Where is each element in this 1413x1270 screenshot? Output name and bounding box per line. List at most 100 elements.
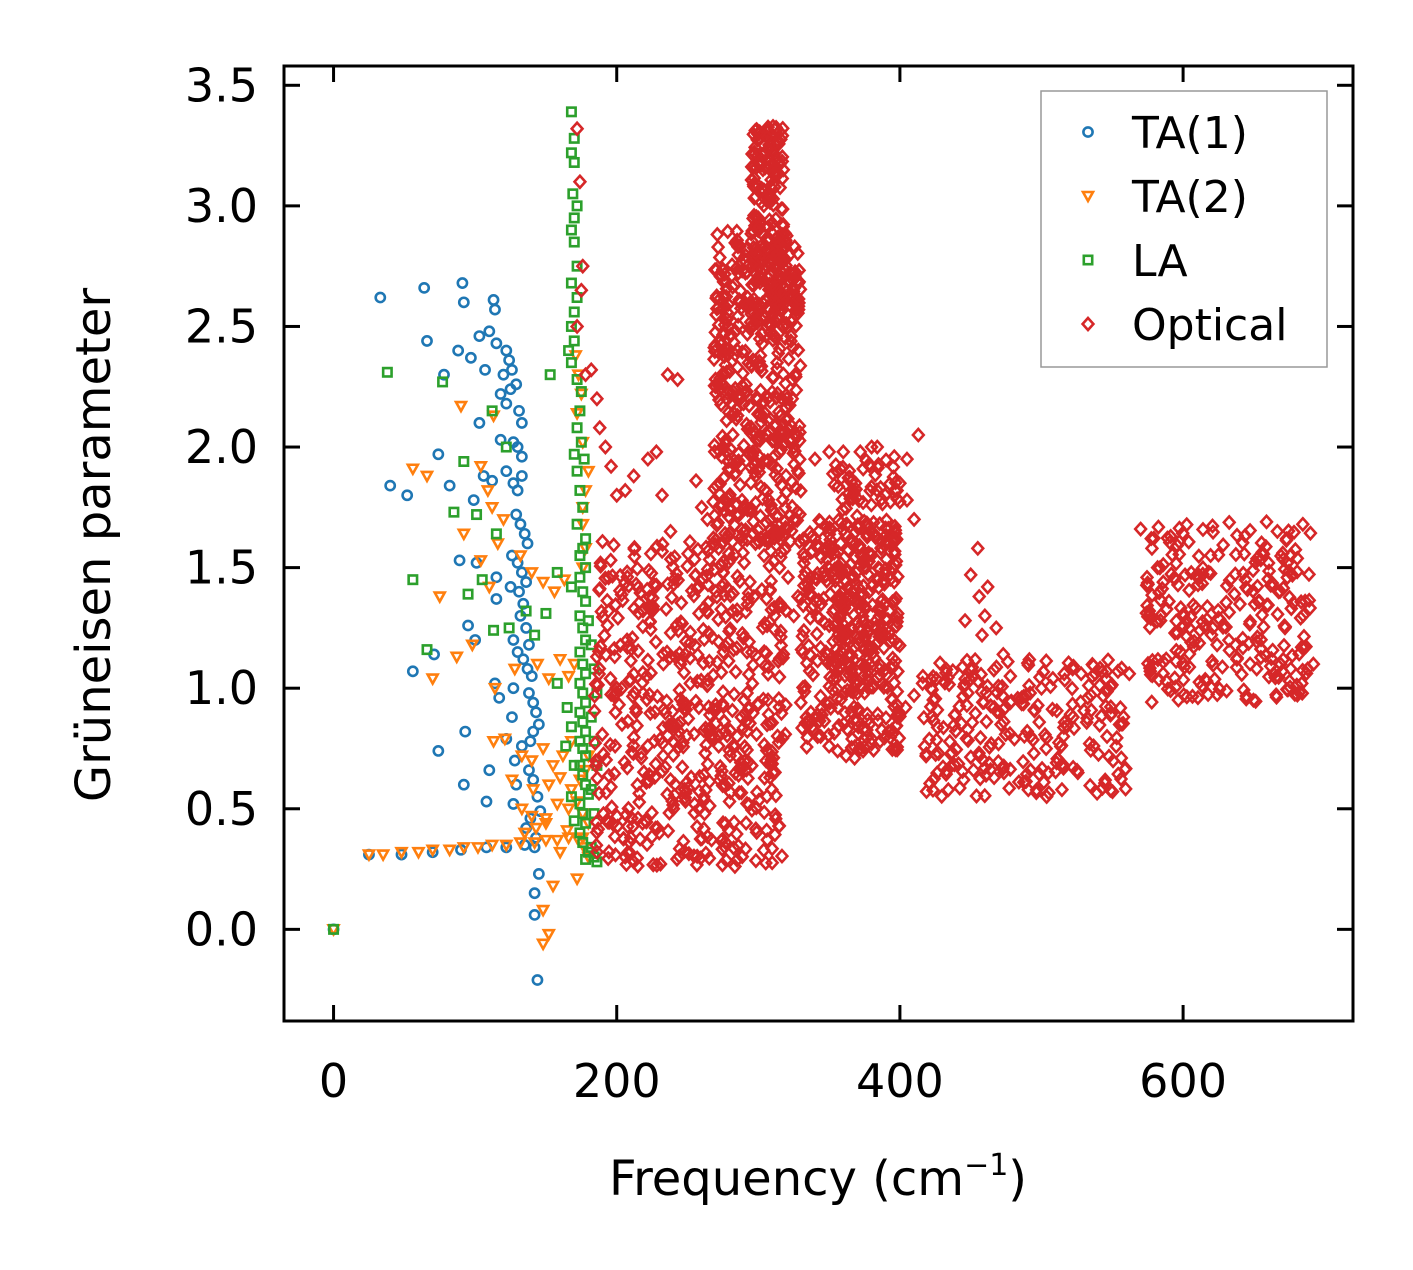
data-point bbox=[598, 439, 613, 455]
data-point bbox=[717, 297, 732, 314]
data-point bbox=[611, 696, 627, 713]
data-point bbox=[577, 501, 589, 513]
data-point bbox=[1149, 613, 1165, 629]
data-point bbox=[763, 317, 779, 334]
data-point bbox=[772, 250, 787, 267]
data-point bbox=[1152, 584, 1167, 601]
data-point bbox=[715, 814, 731, 831]
data-point bbox=[503, 622, 515, 634]
data-point bbox=[568, 132, 580, 144]
data-point bbox=[748, 821, 764, 837]
data-point bbox=[710, 654, 725, 671]
data-point bbox=[394, 846, 409, 860]
data-point bbox=[511, 441, 524, 453]
data-point bbox=[467, 494, 480, 506]
data-point bbox=[567, 188, 579, 200]
data-point bbox=[787, 238, 802, 255]
data-point bbox=[494, 388, 507, 400]
data-point bbox=[735, 625, 750, 642]
data-point bbox=[1228, 637, 1243, 654]
data-point bbox=[739, 416, 754, 433]
data-point bbox=[1039, 653, 1054, 669]
data-point bbox=[648, 756, 663, 772]
data-point bbox=[504, 581, 517, 593]
data-point bbox=[822, 694, 837, 711]
data-point bbox=[1114, 750, 1129, 766]
data-point bbox=[819, 551, 835, 568]
data-point bbox=[868, 466, 883, 483]
data-point bbox=[771, 690, 786, 707]
data-point bbox=[887, 546, 902, 563]
data-point bbox=[718, 777, 733, 794]
data-point bbox=[844, 661, 859, 678]
data-point bbox=[831, 650, 846, 667]
legend-label-optical: Optical bbox=[1132, 300, 1287, 351]
data-point bbox=[946, 717, 962, 734]
data-point bbox=[490, 337, 503, 350]
data-point bbox=[879, 512, 894, 529]
data-point bbox=[773, 407, 788, 424]
data-point bbox=[535, 743, 551, 757]
data-point bbox=[724, 257, 740, 273]
data-point bbox=[689, 818, 705, 835]
data-point bbox=[772, 430, 787, 447]
data-point bbox=[632, 785, 647, 802]
data-point bbox=[748, 535, 763, 552]
data-point bbox=[710, 239, 726, 256]
data-point bbox=[687, 796, 702, 812]
data-point bbox=[561, 803, 576, 817]
data-point bbox=[1164, 566, 1179, 583]
data-point bbox=[709, 477, 724, 494]
data-point bbox=[745, 657, 761, 674]
data-point bbox=[756, 842, 771, 859]
data-point bbox=[885, 532, 900, 548]
data-point bbox=[748, 852, 764, 869]
data-point bbox=[838, 525, 853, 542]
data-point bbox=[540, 607, 552, 619]
data-point bbox=[618, 849, 633, 865]
data-point bbox=[870, 439, 885, 455]
data-point bbox=[1003, 694, 1018, 711]
data-point bbox=[1045, 670, 1060, 687]
data-point bbox=[507, 682, 520, 695]
data-point bbox=[726, 641, 741, 658]
data-point bbox=[432, 744, 445, 757]
data-point bbox=[457, 296, 470, 309]
data-point bbox=[850, 712, 865, 729]
data-point bbox=[712, 249, 727, 266]
data-point bbox=[889, 609, 905, 626]
data-point bbox=[853, 443, 868, 460]
data-point bbox=[722, 742, 737, 759]
data-point bbox=[401, 489, 414, 502]
data-point bbox=[700, 561, 715, 578]
data-point bbox=[1261, 571, 1276, 588]
data-point bbox=[735, 262, 750, 279]
data-point bbox=[780, 569, 796, 586]
data-point bbox=[421, 335, 433, 347]
data-point bbox=[541, 928, 556, 942]
data-point bbox=[642, 686, 657, 703]
data-point bbox=[706, 667, 721, 684]
data-point bbox=[804, 586, 819, 603]
data-point bbox=[831, 512, 846, 529]
data-point bbox=[1215, 659, 1230, 675]
data-point bbox=[856, 552, 871, 569]
data-point bbox=[1219, 594, 1234, 611]
data-point bbox=[657, 759, 673, 776]
data-point bbox=[998, 726, 1013, 743]
data-point bbox=[609, 487, 624, 504]
data-point bbox=[772, 699, 787, 715]
data-point bbox=[523, 764, 535, 777]
data-point bbox=[476, 574, 488, 586]
data-point bbox=[963, 566, 978, 583]
data-point bbox=[721, 653, 736, 669]
data-point bbox=[977, 787, 992, 804]
data-point bbox=[807, 451, 823, 468]
data-point bbox=[956, 771, 971, 788]
data-point bbox=[748, 296, 763, 313]
data-point bbox=[528, 908, 541, 921]
data-point bbox=[660, 822, 676, 839]
data-point bbox=[791, 298, 806, 315]
data-point bbox=[729, 728, 745, 745]
data-point bbox=[456, 528, 472, 542]
